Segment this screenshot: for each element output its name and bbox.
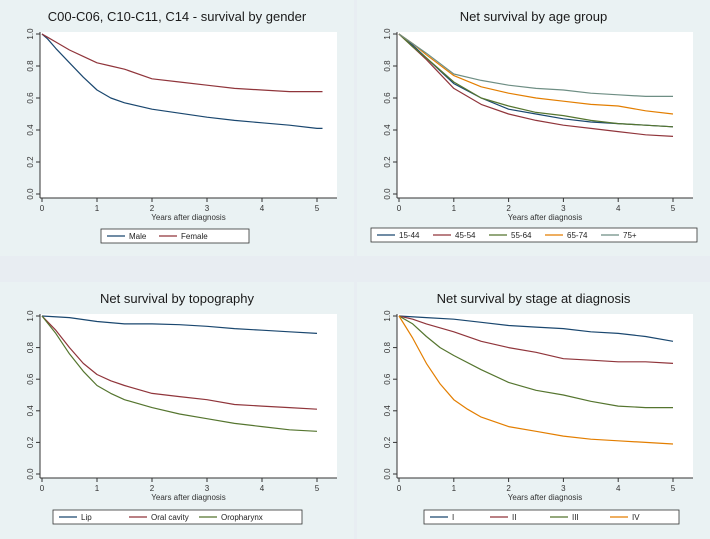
y-tick-label: 0.8 — [26, 60, 35, 72]
x-tick-label: 5 — [671, 204, 676, 213]
x-tick-label: 3 — [561, 204, 566, 213]
legend-label-45-54: 45-54 — [455, 231, 476, 240]
x-tick-label: 3 — [561, 484, 566, 493]
legend-label-ii: II — [512, 513, 516, 522]
x-tick-label: 2 — [506, 204, 511, 213]
y-tick-label: 1.0 — [26, 310, 35, 322]
series-line-65-74 — [398, 33, 674, 115]
x-tick-label: 0 — [40, 204, 45, 213]
y-tick-label: 0.0 — [26, 468, 35, 480]
y-tick-label: 0.0 — [383, 468, 392, 480]
legend-label-lip: Lip — [81, 513, 92, 522]
x-tick-label: 5 — [315, 204, 320, 213]
x-axis-label: Years after diagnosis — [508, 213, 582, 222]
y-tick-label: 0.2 — [383, 156, 392, 168]
series-line-75 — [398, 33, 673, 97]
chart-panel-stage: Net survival by stage at diagnosis 0.0 0.2… — [357, 282, 710, 539]
chart-panel-age-group: Net survival by age group 0.0 0.2 0.4 0.6 0.8… — [357, 0, 710, 256]
y-tick-label: 1.0 — [383, 310, 392, 322]
x-tick-label: 4 — [260, 204, 265, 213]
x-tick-label: 2 — [150, 484, 155, 493]
legend-box — [370, 227, 698, 243]
x-tick-label: 5 — [315, 484, 320, 493]
plot-area — [397, 314, 693, 478]
chart-panel-topography: Net survival by topography 0.0 0.2 0.4 0.6 0.… — [0, 282, 354, 539]
plot-area — [40, 314, 337, 478]
x-tick-label: 4 — [616, 204, 621, 213]
x-tick-label: 0 — [40, 484, 45, 493]
legend-label-15-44: 15-44 — [399, 231, 420, 240]
chart-title: Net survival by age group — [460, 9, 607, 24]
legend-label-oropharynx: Oropharynx — [221, 513, 263, 522]
legend-label-male: Male — [129, 232, 147, 241]
x-tick-label: 2 — [506, 484, 511, 493]
y-tick-label: 0.2 — [26, 436, 35, 448]
chart-svg: C00-C06, C10-C11, C14 - survival by gend… — [26, 9, 337, 244]
x-axis-label: Years after diagnosis — [151, 493, 225, 502]
legend-label-iii: III — [572, 513, 579, 522]
x-tick-label: 1 — [452, 204, 457, 213]
series-line-iv — [398, 315, 674, 445]
y-tick-label: 0.0 — [26, 188, 35, 200]
y-tick-label: 0.4 — [26, 405, 35, 417]
series-line-i — [398, 315, 674, 342]
chart-title: Net survival by topography — [100, 291, 254, 306]
y-tick-label: 0.4 — [26, 124, 35, 136]
legend-box — [52, 509, 303, 525]
y-tick-label: 0.0 — [383, 188, 392, 200]
x-axis-label: Years after diagnosis — [151, 213, 225, 222]
legend-label-female: Female — [181, 232, 208, 241]
y-tick-label: 0.6 — [383, 373, 392, 385]
y-tick-label: 0.8 — [383, 341, 392, 353]
series-line-lip — [41, 315, 318, 334]
chart-svg: Net survival by stage at diagnosis 0.0 0.2… — [383, 291, 693, 525]
chart-panel-gender: C00-C06, C10-C11, C14 - survival by gend… — [0, 0, 354, 256]
chart-title: Net survival by stage at diagnosis — [437, 291, 631, 306]
x-tick-label: 3 — [205, 484, 210, 493]
series-line-iii — [398, 315, 673, 409]
series-line-male — [41, 33, 323, 129]
y-tick-label: 0.2 — [26, 156, 35, 168]
legend-label-75: 75+ — [623, 231, 637, 240]
legend-label-i: I — [452, 513, 454, 522]
x-tick-label: 2 — [150, 204, 155, 213]
series-line-oral-cavity — [41, 315, 318, 410]
y-tick-label: 0.6 — [26, 373, 35, 385]
x-tick-label: 0 — [397, 204, 402, 213]
y-tick-label: 0.8 — [383, 60, 392, 72]
y-tick-label: 0.8 — [26, 341, 35, 353]
x-tick-label: 4 — [260, 484, 265, 493]
y-tick-label: 0.4 — [383, 405, 392, 417]
y-tick-label: 1.0 — [26, 28, 35, 40]
chart-svg: Net survival by topography 0.0 0.2 0.4 0.6 0.… — [26, 291, 337, 525]
legend-label-iv: IV — [632, 513, 640, 522]
series-line-45-54 — [398, 33, 674, 137]
y-tick-label: 0.6 — [383, 92, 392, 104]
chart-svg: Net survival by age group 0.0 0.2 0.4 0.6 0.8… — [370, 9, 698, 243]
chart-title: C00-C06, C10-C11, C14 - survival by gend… — [48, 9, 307, 24]
x-tick-label: 1 — [95, 204, 100, 213]
x-tick-label: 4 — [616, 484, 621, 493]
x-axis-label: Years after diagnosis — [508, 493, 582, 502]
y-tick-label: 0.4 — [383, 124, 392, 136]
y-tick-label: 0.2 — [383, 436, 392, 448]
series-line-55-64 — [398, 33, 674, 128]
legend-label-oral-cavity: Oral cavity — [151, 513, 189, 522]
series-line-oropharynx — [41, 315, 318, 432]
series-line-female — [41, 33, 323, 93]
y-tick-label: 0.6 — [26, 92, 35, 104]
x-tick-label: 0 — [397, 484, 402, 493]
y-tick-label: 1.0 — [383, 28, 392, 40]
x-tick-label: 1 — [95, 484, 100, 493]
legend-label-55-64: 55-64 — [511, 231, 532, 240]
series-line-ii — [398, 315, 674, 364]
x-tick-label: 3 — [205, 204, 210, 213]
x-tick-label: 5 — [671, 484, 676, 493]
x-tick-label: 1 — [452, 484, 457, 493]
legend-label-65-74: 65-74 — [567, 231, 588, 240]
